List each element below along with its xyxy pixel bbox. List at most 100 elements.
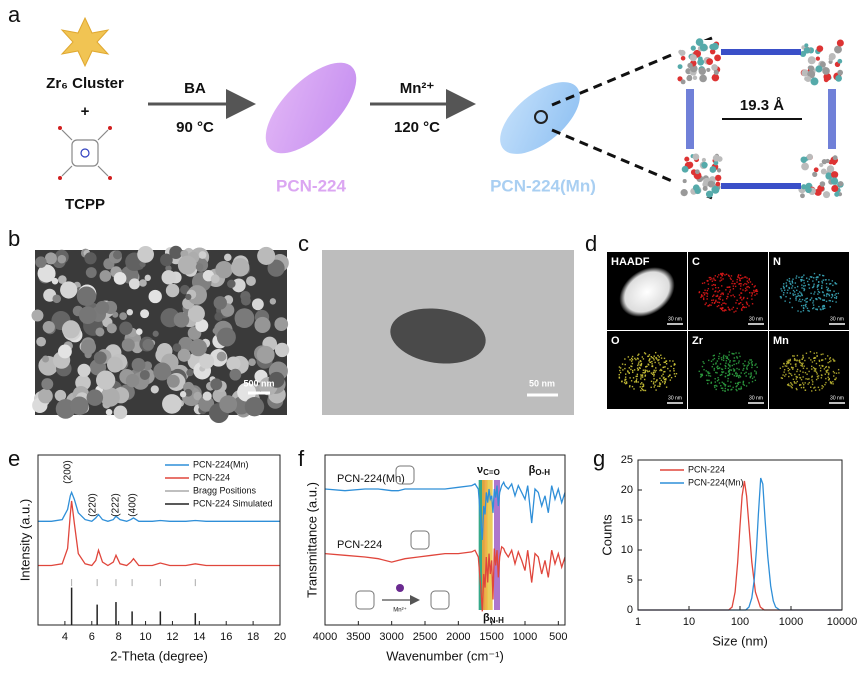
eds-dot	[786, 360, 788, 363]
eds-dot	[748, 305, 750, 307]
eds-dot	[739, 278, 741, 280]
eds-dot	[651, 360, 653, 363]
band-label: νC=O	[477, 464, 500, 477]
eds-dot	[800, 280, 802, 282]
eds-dot	[798, 291, 801, 293]
eds-dot	[790, 386, 793, 388]
grain	[199, 353, 215, 369]
eds-dot	[664, 366, 666, 368]
eds-dot	[791, 287, 793, 289]
eds-dot	[705, 302, 707, 304]
eds-dot	[826, 371, 828, 374]
eds-dot	[728, 374, 730, 376]
eds-dot	[812, 280, 814, 282]
eds-dot	[624, 367, 626, 370]
eds-dot	[712, 288, 714, 290]
eds-dot	[711, 284, 713, 287]
eds-dot	[795, 365, 797, 367]
eds-dot	[643, 389, 645, 392]
eds-dot	[804, 299, 806, 302]
y-axis-label: Counts	[599, 514, 614, 556]
eds-dot	[809, 276, 812, 278]
eds-dot	[723, 382, 725, 385]
eds-dot	[753, 291, 755, 293]
eds-tile	[688, 331, 768, 409]
eds-dot	[715, 299, 717, 302]
eds-dot	[746, 302, 748, 304]
eds-dot	[804, 371, 807, 374]
eds-dot	[716, 366, 718, 368]
x-tick-label: 3000	[379, 631, 403, 643]
eds-dot	[630, 368, 632, 371]
grain	[105, 408, 113, 416]
eds-dot	[730, 275, 733, 277]
eds-dot	[819, 367, 822, 369]
eds-dot	[751, 292, 753, 294]
eds-dot	[717, 304, 720, 307]
eds-dot	[820, 374, 823, 376]
eds-dot	[784, 375, 786, 377]
atom	[709, 48, 716, 55]
atom	[837, 69, 844, 76]
eds-dot	[816, 276, 818, 278]
eds-dot	[668, 374, 671, 377]
eds-dot	[714, 378, 716, 380]
eds-dot	[788, 280, 790, 282]
grain	[195, 319, 209, 333]
eds-dot	[795, 378, 798, 380]
eds-dot	[818, 274, 821, 276]
eds-dot	[670, 365, 672, 368]
eds-dot	[713, 294, 715, 296]
eds-dot	[804, 389, 807, 391]
eds-dot	[746, 303, 749, 306]
atom	[687, 62, 693, 69]
atom	[831, 160, 837, 165]
eds-dot	[732, 294, 734, 296]
atom	[705, 190, 714, 198]
grain	[52, 294, 62, 304]
eds-dot	[736, 307, 738, 310]
eds-dot	[798, 295, 800, 297]
eds-dot	[782, 374, 784, 376]
eds-dot	[812, 300, 815, 302]
grain	[224, 253, 232, 262]
eds-dot	[727, 274, 730, 277]
eds-dot	[718, 352, 721, 355]
grain	[185, 293, 192, 301]
eds-dot	[637, 363, 640, 365]
eds-dot	[729, 291, 731, 293]
eds-dot	[816, 375, 819, 378]
eds-dot	[726, 356, 729, 358]
grain	[240, 295, 251, 306]
eds-dot	[828, 366, 830, 368]
eds-dot	[817, 285, 819, 287]
eds-dot	[725, 360, 728, 362]
eds-dot	[705, 292, 708, 294]
eds-dot	[740, 387, 743, 390]
eds-dot	[746, 365, 748, 367]
eds-dot	[627, 370, 629, 372]
eds-dot	[740, 296, 742, 298]
grain	[136, 328, 143, 335]
eds-dot	[659, 364, 661, 366]
eds-dot	[792, 355, 794, 357]
eds-dot	[707, 305, 709, 307]
eds-dot	[814, 370, 817, 372]
grain	[198, 251, 207, 259]
eds-dot	[654, 361, 656, 364]
eds-dot	[803, 274, 805, 276]
eds-dot	[807, 383, 809, 385]
eds-dot	[800, 278, 802, 281]
eds-dot	[739, 279, 741, 282]
peak-label: (220)	[88, 493, 99, 516]
grain	[226, 356, 241, 371]
eds-dot	[640, 364, 642, 367]
eds-dot	[801, 278, 803, 281]
eds-dot	[800, 384, 802, 386]
eds-dot	[645, 366, 647, 368]
grain	[195, 263, 204, 271]
atom	[680, 79, 686, 85]
eds-dot	[624, 376, 627, 378]
eds-dot	[732, 288, 735, 290]
eds-dot	[730, 381, 732, 383]
